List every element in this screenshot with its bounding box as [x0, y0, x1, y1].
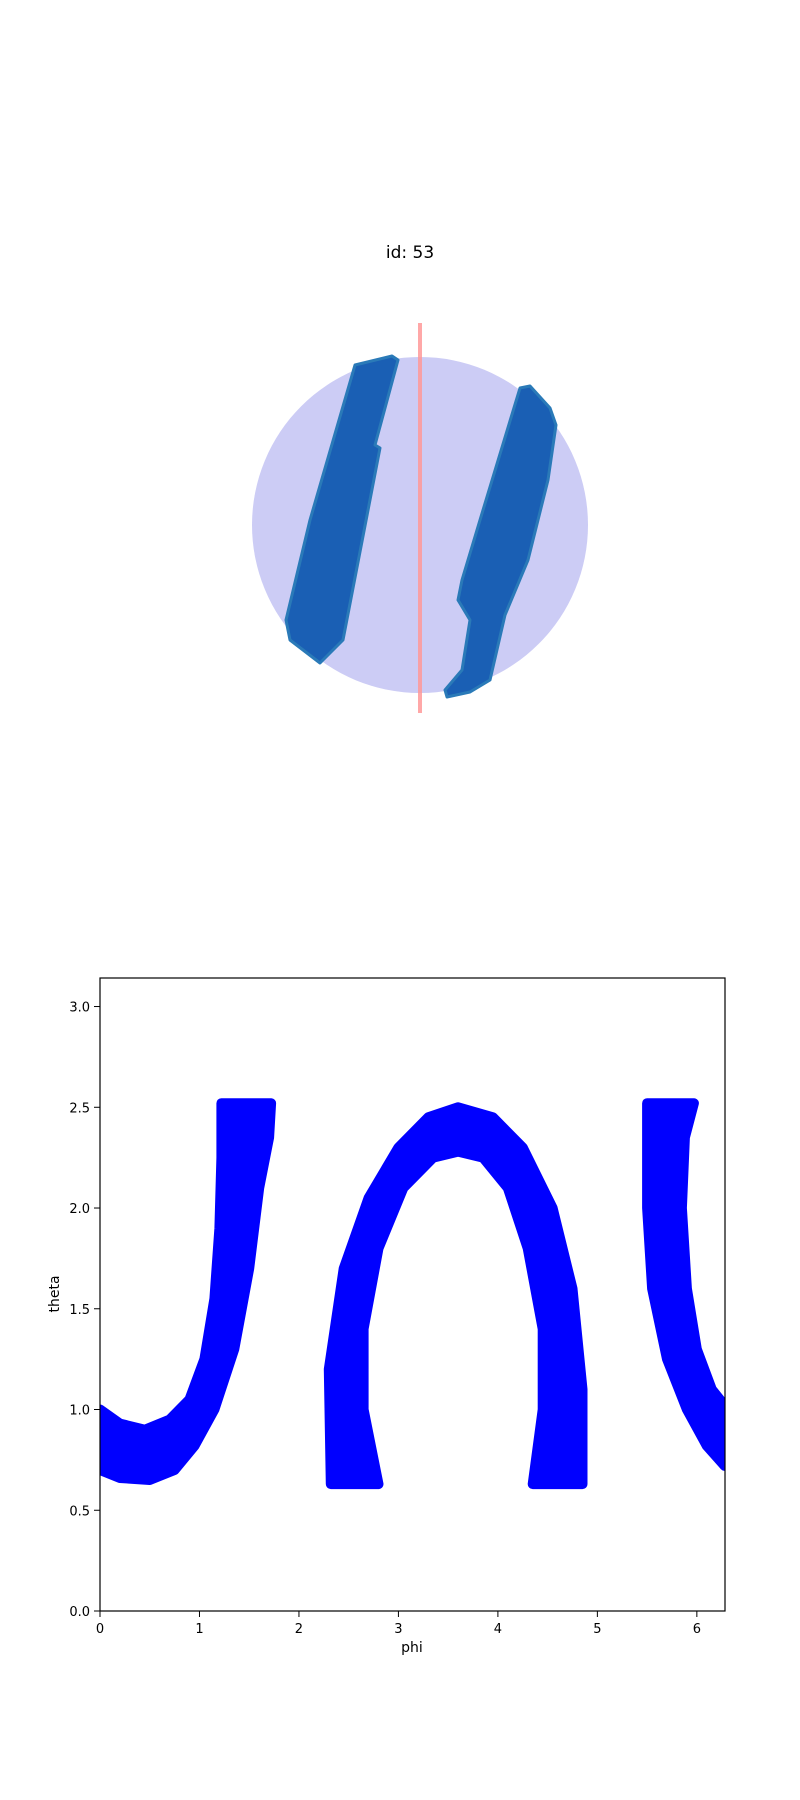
y-tick-label: 1.5	[69, 1303, 90, 1318]
x-tick-label: 0	[96, 1622, 104, 1637]
y-axis-label: theta	[47, 1275, 63, 1312]
x-tick-label: 3	[394, 1622, 402, 1637]
x-tick-label: 2	[295, 1622, 303, 1637]
x-tick-label: 4	[494, 1622, 502, 1637]
y-tick-label: 0.0	[69, 1605, 90, 1620]
y-tick-label: 3.0	[69, 1001, 90, 1016]
x-axis-label: phi	[401, 1640, 423, 1656]
x-tick-label: 5	[593, 1622, 601, 1637]
y-tick-label: 1.0	[69, 1404, 90, 1419]
x-tick-label: 1	[195, 1622, 203, 1637]
y-tick-label: 0.5	[69, 1504, 90, 1519]
y-tick-label: 2.0	[69, 1202, 90, 1217]
y-tick-label: 2.5	[69, 1101, 90, 1116]
sphere-panel-title: id: 53	[386, 243, 434, 263]
x-tick-label: 6	[693, 1622, 701, 1637]
